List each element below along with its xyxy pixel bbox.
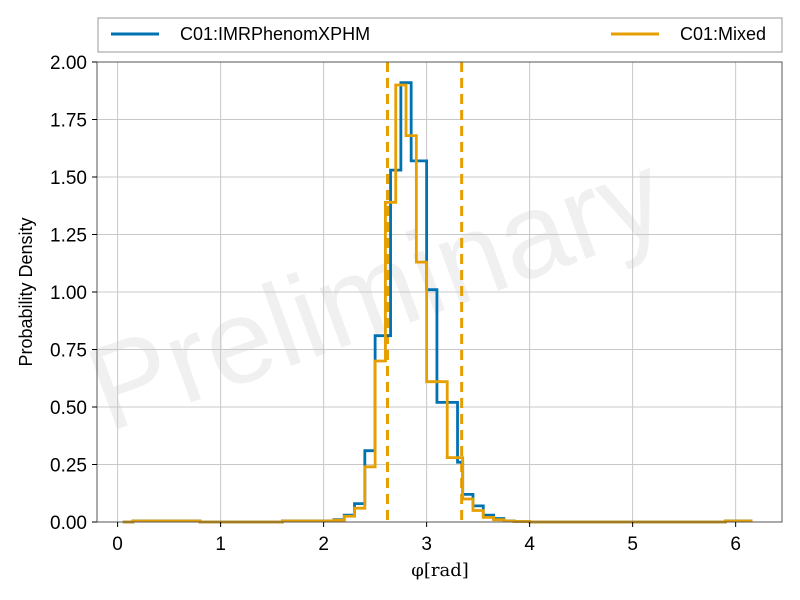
y-tick-label-1: 0.25 — [50, 456, 87, 477]
legend-label-imrphenomxphm: C01:IMRPhenomXPHM — [180, 24, 370, 44]
x-tick-label-2: 2 — [318, 534, 329, 555]
x-tick-label-3: 3 — [421, 534, 432, 555]
y-tick-label-8: 2.00 — [50, 53, 87, 74]
histogram-series — [122, 81, 753, 524]
y-tick-label-0: 0.00 — [50, 513, 87, 534]
x-tick-label-5: 5 — [627, 534, 638, 555]
x-tick-label-1: 1 — [215, 534, 226, 555]
y-tick-label-3: 0.75 — [50, 341, 87, 362]
y-tick-label-2: 0.50 — [50, 398, 87, 419]
x-axis-label: φ[rad] — [411, 560, 469, 581]
x-axis-ticks: 0 1 2 3 4 5 6 — [112, 522, 741, 555]
x-tick-label-0: 0 — [112, 534, 123, 555]
y-tick-label-7: 1.75 — [50, 111, 87, 132]
y-tick-label-6: 1.50 — [50, 168, 87, 189]
legend-box — [97, 17, 783, 53]
x-tick-label-4: 4 — [524, 534, 535, 555]
y-tick-label-5: 1.25 — [50, 226, 87, 247]
y-axis-label: Probability Density — [16, 217, 36, 366]
y-axis-ticks: 0.00 0.25 0.50 0.75 1.00 1.25 1.50 1.75 2.00 — [50, 53, 97, 534]
histogram-step-c01-mixed — [122, 83, 753, 524]
legend: C01:IMRPhenomXPHM C01:Mixed — [97, 17, 783, 53]
grid-lines — [97, 61, 782, 523]
credible-interval-lines — [385, 62, 464, 522]
x-tick-label-6: 6 — [730, 534, 741, 555]
legend-label-mixed: C01:Mixed — [680, 24, 766, 44]
y-tick-label-4: 1.00 — [50, 283, 87, 304]
